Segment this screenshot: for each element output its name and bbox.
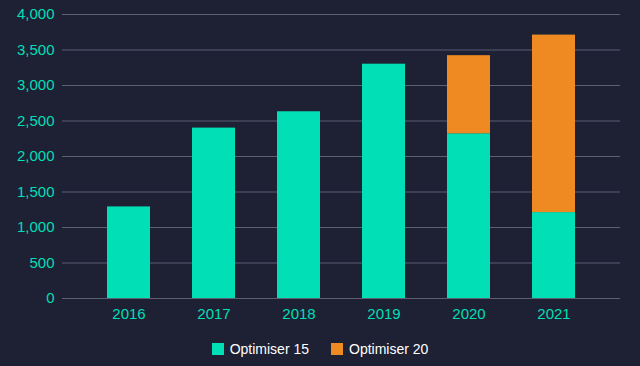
svg-text:2020: 2020 bbox=[452, 305, 485, 322]
svg-text:4,000: 4,000 bbox=[17, 5, 55, 22]
html-text:Optimiser 15: Optimiser 15 bbox=[229, 341, 309, 357]
svg-text:1,000: 1,000 bbox=[17, 218, 55, 235]
svg-text:2016: 2016 bbox=[112, 305, 145, 322]
svg-text:1,500: 1,500 bbox=[17, 183, 55, 200]
svg-text:3,500: 3,500 bbox=[17, 41, 55, 58]
svg-text:2,500: 2,500 bbox=[17, 112, 55, 129]
svg-text:3,000: 3,000 bbox=[17, 76, 55, 93]
html-text:Optimiser 20: Optimiser 20 bbox=[349, 341, 429, 357]
svg-text:0: 0 bbox=[46, 289, 54, 306]
svg-text:2019: 2019 bbox=[367, 305, 400, 322]
svg-text:2021: 2021 bbox=[537, 305, 570, 322]
svg-text:2,000: 2,000 bbox=[17, 147, 55, 164]
svg-text:500: 500 bbox=[29, 254, 54, 271]
svg-text:2017: 2017 bbox=[197, 305, 230, 322]
svg-text:2018: 2018 bbox=[282, 305, 315, 322]
